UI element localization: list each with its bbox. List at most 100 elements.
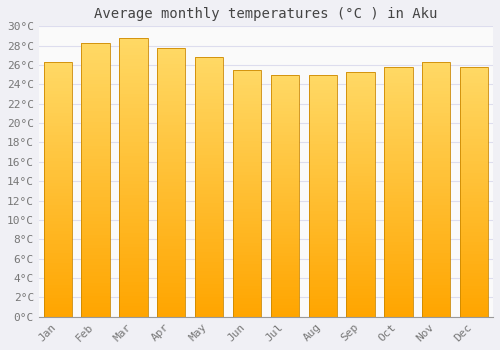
Bar (346, 112, 375, 115)
Bar (195, 109, 224, 112)
Bar (346, 78, 375, 81)
Bar (233, 85, 261, 89)
Bar (157, 303, 186, 307)
Bar (384, 107, 412, 111)
Bar (384, 279, 412, 282)
Bar (308, 193, 337, 196)
Bar (157, 68, 186, 71)
Bar (44, 145, 72, 148)
Bar (195, 310, 224, 314)
Bar (44, 69, 72, 72)
Bar (422, 78, 450, 81)
Bar (44, 250, 72, 253)
Bar (82, 176, 110, 180)
Bar (308, 289, 337, 293)
Bar (384, 164, 412, 167)
Bar (308, 199, 337, 202)
Bar (233, 243, 261, 246)
Bar (119, 226, 148, 230)
Bar (119, 118, 148, 121)
Bar (157, 145, 186, 148)
Bar (157, 169, 186, 172)
Bar (270, 202, 299, 205)
Bar (157, 310, 186, 314)
Bar (119, 209, 148, 212)
Bar (384, 217, 412, 220)
Bar (460, 186, 488, 189)
Bar (384, 261, 412, 264)
Bar (119, 38, 148, 317)
Bar (82, 53, 110, 56)
Bar (346, 154, 375, 158)
Bar (422, 122, 450, 126)
Bar (308, 217, 337, 220)
Bar (119, 59, 148, 62)
Bar (270, 177, 299, 181)
Bar (233, 264, 261, 267)
Bar (119, 128, 148, 132)
Bar (82, 43, 110, 46)
Bar (157, 175, 186, 179)
Bar (82, 156, 110, 159)
Bar (119, 174, 148, 177)
Bar (44, 244, 72, 247)
Bar (384, 89, 412, 92)
Bar (384, 310, 412, 314)
Bar (384, 114, 412, 117)
Bar (346, 121, 375, 124)
Bar (82, 118, 110, 121)
Bar (422, 145, 450, 148)
Bar (233, 107, 261, 110)
Bar (308, 280, 337, 284)
Bar (270, 253, 299, 256)
Bar (422, 72, 450, 75)
Bar (270, 150, 299, 153)
Bar (460, 164, 488, 167)
Bar (346, 87, 375, 90)
Bar (308, 238, 337, 241)
Bar (119, 261, 148, 265)
Bar (308, 262, 337, 265)
Bar (270, 226, 299, 229)
Bar (82, 259, 110, 262)
Bar (460, 292, 488, 295)
Bar (195, 135, 224, 138)
Bar (346, 246, 375, 250)
Bar (157, 179, 186, 182)
Bar (233, 150, 261, 153)
Bar (460, 276, 488, 279)
Bar (195, 181, 224, 184)
Bar (157, 300, 186, 303)
Bar (270, 250, 299, 253)
Bar (233, 314, 261, 317)
Bar (44, 228, 72, 231)
Bar (270, 302, 299, 305)
Bar (157, 152, 186, 155)
Bar (82, 207, 110, 211)
Bar (195, 258, 224, 262)
Bar (44, 253, 72, 256)
Bar (460, 223, 488, 226)
Bar (44, 167, 72, 170)
Bar (384, 254, 412, 258)
Bar (157, 293, 186, 296)
Bar (308, 314, 337, 317)
Bar (346, 201, 375, 203)
Bar (460, 98, 488, 101)
Bar (270, 268, 299, 271)
Bar (422, 240, 450, 244)
Bar (44, 202, 72, 205)
Bar (346, 268, 375, 271)
Bar (346, 283, 375, 286)
Bar (270, 126, 299, 129)
Bar (157, 314, 186, 317)
Bar (119, 272, 148, 275)
Bar (422, 91, 450, 94)
Bar (119, 289, 148, 292)
Bar (233, 283, 261, 286)
Bar (384, 264, 412, 267)
Bar (82, 238, 110, 242)
Bar (157, 206, 186, 209)
Bar (346, 170, 375, 173)
Bar (384, 101, 412, 104)
